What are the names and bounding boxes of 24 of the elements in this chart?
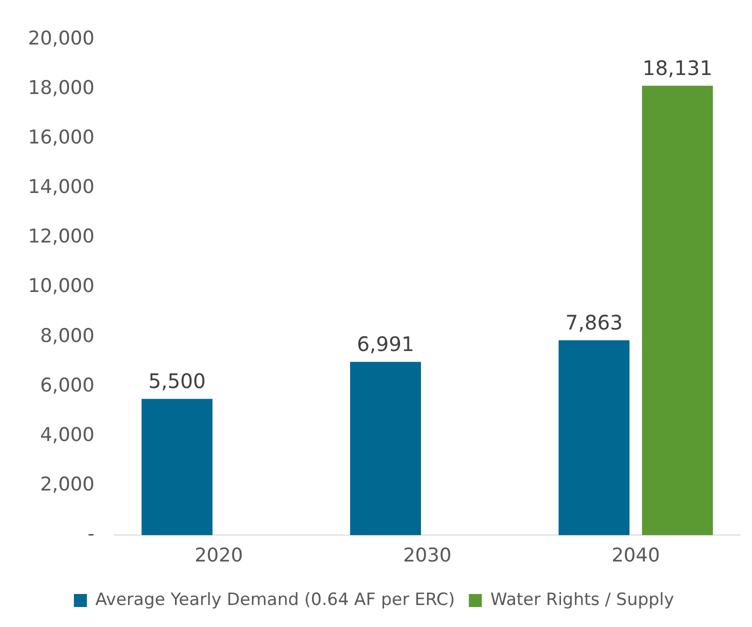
- data-label: 18,131: [642, 56, 712, 80]
- y-tick-label: 8,000: [40, 324, 94, 347]
- y-tick-label: 14,000: [28, 176, 94, 198]
- bar: [558, 340, 630, 536]
- data-label: 6,991: [356, 332, 414, 356]
- y-tick-label: 6,000: [40, 374, 94, 396]
- y-tick-label: 2,000: [40, 474, 94, 496]
- y-tick-label: 4,000: [40, 424, 94, 446]
- legend-label: Water Rights / Supply: [490, 590, 674, 610]
- y-tick-label: 20,000: [28, 27, 94, 50]
- bar: [142, 398, 212, 536]
- legend-label: Average Yearly Demand (0.64 AF per ERC): [95, 590, 455, 610]
- bar: [642, 86, 713, 536]
- x-tick-label: 2020: [194, 544, 243, 567]
- x-tick-label: 2040: [612, 544, 660, 567]
- bar: [350, 362, 421, 536]
- y-tick-label: -: [88, 523, 94, 546]
- data-label: 7,863: [565, 310, 623, 334]
- y-tick-label: 10,000: [28, 275, 94, 298]
- y-tick-label: 18,000: [28, 76, 94, 99]
- y-tick-label: 12,000: [28, 226, 94, 248]
- x-tick-label: 2030: [403, 544, 452, 567]
- y-tick-label: 16,000: [28, 126, 94, 148]
- data-label: 5,500: [148, 369, 206, 394]
